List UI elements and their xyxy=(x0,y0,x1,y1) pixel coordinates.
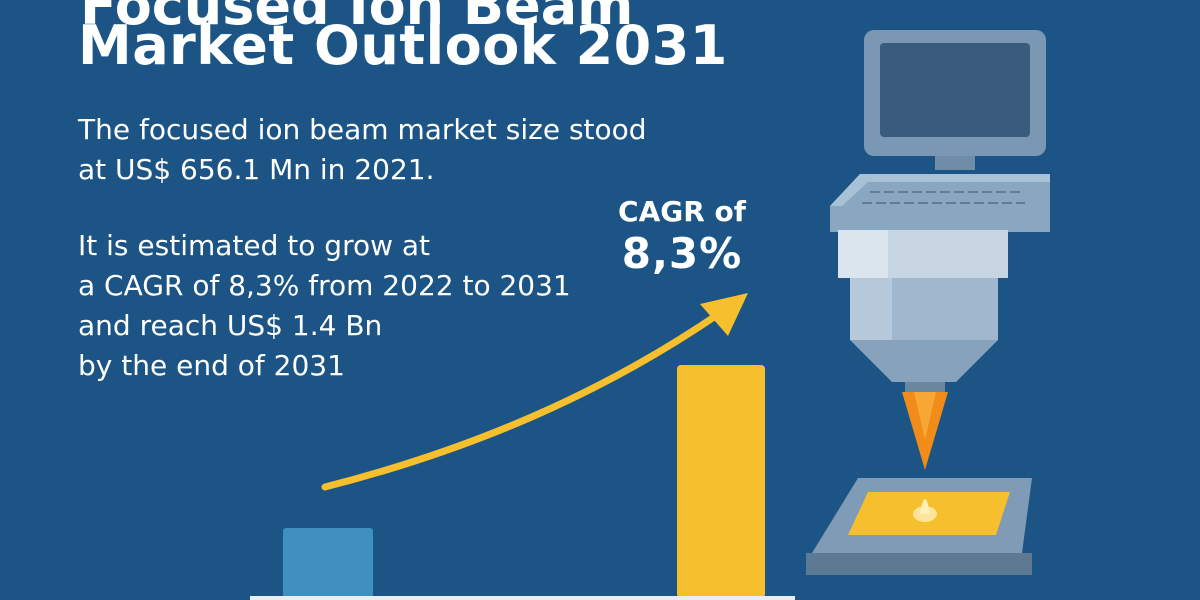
cagr-badge: CAGR of 8,3% xyxy=(612,195,752,279)
text-line: The focused ion beam market size stood xyxy=(78,113,647,146)
cagr-value: 8,3% xyxy=(621,229,743,278)
text-line: by the end of 2031 xyxy=(78,349,345,382)
page-title: Market Outlook 2031 xyxy=(78,14,728,77)
baseline xyxy=(250,596,795,600)
cut-off-title-line: Focused Ion Beam xyxy=(80,0,634,37)
growth-arrow-icon xyxy=(321,293,748,491)
text-line: and reach US$ 1.4 Bn xyxy=(78,309,383,342)
text-line: a CAGR of 8,3% from 2022 to 2031 xyxy=(78,269,571,302)
forecast-text: It is estimated to grow at a CAGR of 8,3… xyxy=(78,226,571,386)
cagr-label: CAGR of xyxy=(618,195,746,228)
text-line: It is estimated to grow at xyxy=(78,229,431,262)
ion-beam-machine-icon xyxy=(806,30,1050,575)
market-size-text: The focused ion beam market size stood a… xyxy=(78,110,647,190)
bar-2031 xyxy=(677,365,765,598)
text-line: at US$ 656.1 Mn in 2021. xyxy=(78,153,435,186)
bar-2021 xyxy=(283,528,373,598)
